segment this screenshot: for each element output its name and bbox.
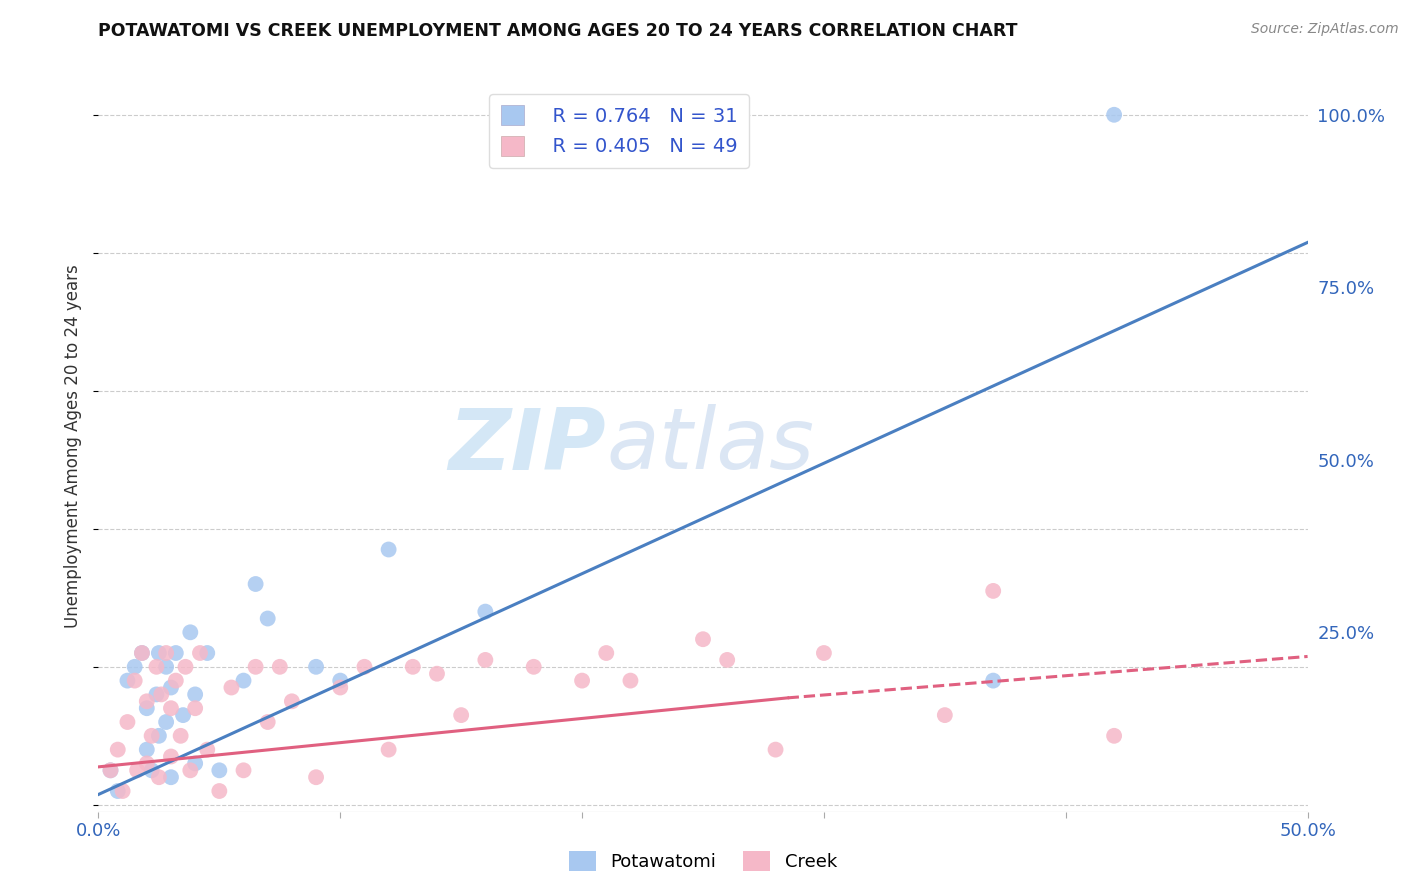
Point xyxy=(107,742,129,756)
Point xyxy=(111,784,134,798)
Point xyxy=(523,660,546,674)
Point xyxy=(184,701,207,715)
Point xyxy=(329,673,352,688)
Point xyxy=(426,666,449,681)
Point xyxy=(174,660,197,674)
Point xyxy=(124,660,146,674)
Point xyxy=(124,673,146,688)
Point xyxy=(165,646,187,660)
Point xyxy=(117,714,139,729)
Point xyxy=(135,701,157,715)
Point xyxy=(148,646,170,660)
Point xyxy=(377,742,399,756)
Point xyxy=(595,646,617,660)
Point xyxy=(981,583,1004,598)
Point xyxy=(305,660,328,674)
Point xyxy=(256,714,278,729)
Legend: Potawatomi, Creek: Potawatomi, Creek xyxy=(561,844,845,879)
Point xyxy=(165,673,187,688)
Point xyxy=(131,646,153,660)
Point xyxy=(256,611,278,625)
Text: atlas: atlas xyxy=(606,404,814,488)
Point xyxy=(329,681,352,695)
Point xyxy=(141,729,163,743)
Point xyxy=(160,770,183,784)
Point xyxy=(145,687,167,701)
Point xyxy=(474,653,496,667)
Text: Source: ZipAtlas.com: Source: ZipAtlas.com xyxy=(1251,22,1399,37)
Point xyxy=(619,673,641,688)
Point xyxy=(232,764,254,778)
Point xyxy=(145,660,167,674)
Point xyxy=(148,729,170,743)
Point xyxy=(155,714,177,729)
Point xyxy=(117,673,139,688)
Point xyxy=(135,756,157,771)
Point xyxy=(1102,108,1125,122)
Point xyxy=(195,742,218,756)
Point xyxy=(169,729,191,743)
Point xyxy=(179,764,201,778)
Point xyxy=(184,687,207,701)
Point xyxy=(450,708,472,723)
Point xyxy=(188,646,211,660)
Point xyxy=(813,646,835,660)
Point xyxy=(150,687,173,701)
Point xyxy=(100,764,122,778)
Point xyxy=(184,756,207,771)
Point xyxy=(353,660,375,674)
Point xyxy=(269,660,291,674)
Point xyxy=(281,694,304,708)
Text: ZIP: ZIP xyxy=(449,404,606,488)
Point xyxy=(692,632,714,647)
Point xyxy=(172,708,194,723)
Legend:   R = 0.764   N = 31,   R = 0.405   N = 49: R = 0.764 N = 31, R = 0.405 N = 49 xyxy=(489,94,749,168)
Point xyxy=(148,770,170,784)
Point xyxy=(100,764,122,778)
Point xyxy=(474,605,496,619)
Point xyxy=(245,577,267,591)
Point xyxy=(160,681,183,695)
Point xyxy=(232,673,254,688)
Point xyxy=(208,784,231,798)
Y-axis label: Unemployment Among Ages 20 to 24 years: Unemployment Among Ages 20 to 24 years xyxy=(65,264,83,628)
Point xyxy=(377,542,399,557)
Point xyxy=(208,764,231,778)
Point xyxy=(716,653,738,667)
Point xyxy=(107,784,129,798)
Point xyxy=(934,708,956,723)
Point xyxy=(245,660,267,674)
Point xyxy=(981,673,1004,688)
Point xyxy=(571,673,593,688)
Point xyxy=(135,742,157,756)
Point xyxy=(141,764,163,778)
Point xyxy=(160,749,183,764)
Point xyxy=(135,694,157,708)
Point xyxy=(221,681,243,695)
Point xyxy=(1102,729,1125,743)
Point xyxy=(402,660,425,674)
Point xyxy=(160,701,183,715)
Point xyxy=(155,660,177,674)
Point xyxy=(131,646,153,660)
Point xyxy=(305,770,328,784)
Text: POTAWATOMI VS CREEK UNEMPLOYMENT AMONG AGES 20 TO 24 YEARS CORRELATION CHART: POTAWATOMI VS CREEK UNEMPLOYMENT AMONG A… xyxy=(98,22,1018,40)
Point xyxy=(765,742,787,756)
Point xyxy=(127,764,149,778)
Point xyxy=(195,646,218,660)
Point xyxy=(179,625,201,640)
Point xyxy=(155,646,177,660)
